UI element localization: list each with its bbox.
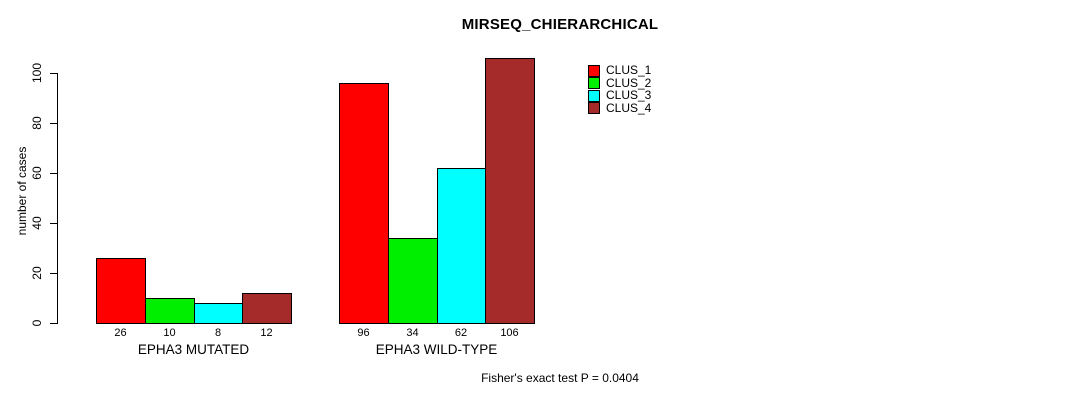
y-tick-mark: [50, 223, 57, 224]
legend: CLUS_1 CLUS_2 CLUS_3 CLUS_4: [588, 63, 652, 115]
footnote-text: Fisher's exact test P = 0.0404: [481, 371, 639, 385]
legend-label: CLUS_4: [606, 100, 652, 115]
y-tick-mark: [50, 173, 57, 174]
y-tick-label: 80: [30, 116, 44, 130]
y-tick-label: 20: [30, 266, 44, 280]
bar-value-label: 10: [163, 327, 176, 339]
bar-clus_3-group1: [194, 303, 243, 324]
y-tick-label: 0: [30, 319, 44, 327]
bar-clus_3-group2: [437, 168, 486, 324]
y-tick-mark: [50, 273, 57, 274]
bar-value-label: 8: [214, 327, 222, 339]
bar-clus_2-group2: [388, 238, 438, 324]
bar-clus_4-group2: [485, 58, 535, 324]
y-tick-label: 100: [30, 62, 44, 84]
legend-label: CLUS_3: [606, 88, 652, 102]
legend-swatch-icon: [588, 64, 600, 77]
bar-clus_4-group1: [242, 293, 292, 324]
legend-swatch-icon: [588, 102, 600, 114]
y-tick-label: 60: [30, 166, 44, 180]
legend-swatch-icon: [588, 77, 600, 89]
y-axis-label: number of cases: [15, 146, 29, 236]
legend-row: CLUS_1: [588, 63, 652, 77]
legend-row: CLUS_2: [588, 75, 652, 90]
y-tick-mark: [50, 123, 57, 124]
bar-value-label: 12: [260, 327, 273, 339]
bar-value-label: 96: [357, 327, 370, 339]
bar-clus_1-group2: [339, 83, 389, 324]
y-tick-mark: [50, 323, 57, 324]
legend-row: CLUS_4: [588, 100, 652, 115]
bar-value-label: 34: [406, 327, 419, 339]
legend-label: CLUS_1: [606, 63, 652, 77]
chart-title: MIRSEQ_CHIERARCHICAL: [461, 16, 659, 33]
y-tick-label: 40: [30, 216, 44, 230]
legend-swatch-icon: [588, 89, 600, 102]
group-label: EPHA3 WILD-TYPE: [375, 342, 498, 357]
group-label: EPHA3 MUTATED: [137, 342, 250, 357]
y-axis-line: [57, 73, 58, 324]
y-tick-mark: [50, 73, 57, 74]
bar-value-label: 26: [114, 327, 127, 339]
legend-row: CLUS_3: [588, 88, 652, 102]
legend-label: CLUS_2: [606, 75, 652, 90]
bar-clus_2-group1: [145, 298, 195, 324]
bar-value-label: 62: [454, 327, 468, 339]
bar-clus_1-group1: [96, 258, 146, 324]
bar-value-label: 106: [500, 327, 519, 339]
